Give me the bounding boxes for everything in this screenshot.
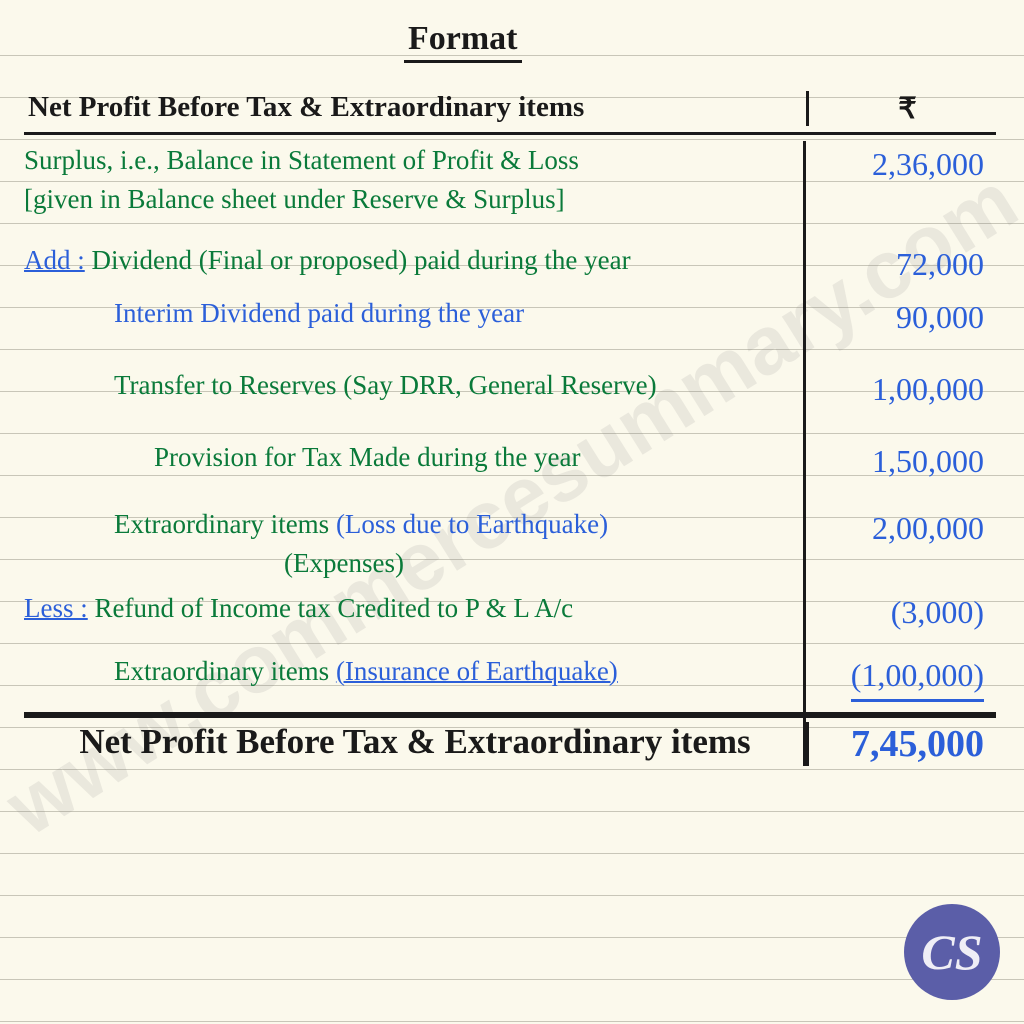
text-fragment: (Loss due to Earthquake) [329, 509, 608, 539]
total-row: Net Profit Before Tax & Extraordinary it… [24, 722, 996, 766]
page-title: Format [404, 20, 522, 63]
header-description: Net Profit Before Tax & Extraordinary it… [24, 91, 806, 126]
text-fragment: Dividend (Final or proposed) paid during… [85, 245, 631, 275]
total-description: Net Profit Before Tax & Extraordinary it… [24, 722, 806, 766]
row-amount: (3,000) [806, 589, 996, 635]
row-amount: (1,00,000) [806, 652, 996, 702]
text-fragment: Provision for Tax Made during the year [154, 442, 581, 472]
row-amount: 90,000 [806, 294, 996, 340]
row-description: Provision for Tax Made during the year [24, 438, 806, 484]
total-divider [24, 712, 996, 718]
row-description: Transfer to Reserves (Say DRR, General R… [24, 366, 806, 412]
row-amount: 1,50,000 [806, 438, 996, 484]
text-fragment: Surplus, i.e., Balance in Statement of P… [24, 145, 579, 175]
row-description: Interim Dividend paid during the year [24, 294, 806, 340]
text-fragment: Transfer to Reserves (Say DRR, General R… [114, 370, 657, 400]
row-amount: 72,000 [806, 241, 996, 287]
text-fragment: Less : [24, 593, 88, 623]
total-amount: 7,45,000 [806, 722, 996, 766]
table-row: Transfer to Reserves (Say DRR, General R… [24, 366, 996, 412]
table-header-row: Net Profit Before Tax & Extraordinary it… [24, 91, 996, 135]
table-row: Extraordinary items (Loss due to Earthqu… [24, 505, 996, 583]
table-row: Add : Dividend (Final or proposed) paid … [24, 241, 996, 287]
cs-badge: CS [904, 904, 1000, 1000]
table-row: Less : Refund of Income tax Credited to … [24, 589, 996, 635]
row-description: Extraordinary items (Loss due to Earthqu… [24, 505, 806, 583]
text-fragment: Interim Dividend paid during the year [114, 298, 524, 328]
table-row: Extraordinary items (Insurance of Earthq… [24, 652, 996, 702]
row-description: Add : Dividend (Final or proposed) paid … [24, 241, 806, 287]
row-description: Surplus, i.e., Balance in Statement of P… [24, 141, 806, 219]
table-body: Surplus, i.e., Balance in Statement of P… [24, 141, 996, 766]
row-description: Less : Refund of Income tax Credited to … [24, 589, 806, 635]
text-fragment: Add : [24, 245, 85, 275]
table-row: Provision for Tax Made during the year 1,… [24, 438, 996, 484]
row-description: Extraordinary items (Insurance of Earthq… [24, 652, 806, 702]
column-divider [803, 141, 806, 766]
row-amount: 1,00,000 [806, 366, 996, 412]
text-fragment: [given in Balance sheet under Reserve & … [24, 184, 565, 214]
text-fragment: (Insurance of Earthquake) [336, 656, 618, 686]
row-amount: 2,00,000 [806, 505, 996, 583]
text-fragment: Extraordinary items [114, 656, 336, 686]
note-sheet: Format Net Profit Before Tax & Extraordi… [0, 0, 1024, 1024]
row-amount: 2,36,000 [806, 141, 996, 219]
text-fragment: Extraordinary items [114, 509, 329, 539]
header-amount-symbol: ₹ [806, 91, 996, 126]
table-row: Interim Dividend paid during the year 90,… [24, 294, 996, 340]
text-fragment: Refund of Income tax Credited to P & L A… [88, 593, 573, 623]
table-row: Surplus, i.e., Balance in Statement of P… [24, 141, 996, 219]
text-fragment: (Expenses) [114, 548, 404, 578]
title-container: Format [24, 20, 996, 63]
